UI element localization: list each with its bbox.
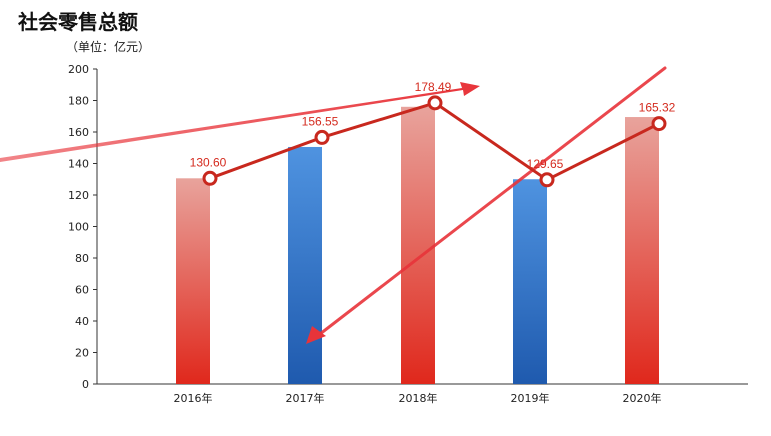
trend-arrow-down-head xyxy=(306,326,326,344)
trend-arrow-up xyxy=(0,82,480,162)
data-label: 156.55 xyxy=(302,114,339,128)
x-tick-label: 2020年 xyxy=(623,391,662,405)
x-tick-label: 2019年 xyxy=(511,391,550,405)
line-point xyxy=(539,172,555,188)
data-label: 178.49 xyxy=(415,80,452,94)
x-tick-label: 2018年 xyxy=(399,391,438,405)
data-labels: 130.60 156.55 178.49 129.65 165.32 xyxy=(190,80,676,171)
line-point xyxy=(651,116,667,132)
line-point xyxy=(314,129,330,145)
y-tick-label: 100 xyxy=(68,221,89,234)
bar xyxy=(401,106,435,385)
data-label: 130.60 xyxy=(190,155,227,169)
y-tick-label: 20 xyxy=(75,347,89,360)
bars xyxy=(176,106,659,385)
bar xyxy=(513,179,547,384)
bar xyxy=(288,146,322,384)
data-label: 165.32 xyxy=(639,101,676,115)
y-tick-label: 40 xyxy=(75,315,89,328)
y-tick-label: 120 xyxy=(68,189,89,202)
x-tick-label: 2017年 xyxy=(286,391,325,405)
bar xyxy=(625,117,659,384)
y-tick-label: 80 xyxy=(75,252,89,265)
chart-title: 社会零售总额 xyxy=(18,10,138,34)
y-tick-label: 0 xyxy=(82,378,89,391)
y-tick-label: 140 xyxy=(68,158,89,171)
data-label: 129.65 xyxy=(527,157,564,171)
trend-arrow-down xyxy=(318,66,667,336)
line-point xyxy=(427,95,443,111)
y-tick-label: 180 xyxy=(68,95,89,108)
x-tick-label: 2016年 xyxy=(174,391,213,405)
trend-arrows xyxy=(0,66,667,344)
axes: 0 20 40 60 80 100 120 140 160 180 200 2016年 2017年 201… xyxy=(68,63,748,405)
line-series xyxy=(202,95,667,188)
bar xyxy=(176,178,210,384)
y-tick-label: 60 xyxy=(75,284,89,297)
y-tick-label: 160 xyxy=(68,126,89,139)
chart-unit: （单位：亿元） xyxy=(66,40,151,54)
line-point xyxy=(202,170,218,186)
y-tick-label: 200 xyxy=(68,63,89,76)
